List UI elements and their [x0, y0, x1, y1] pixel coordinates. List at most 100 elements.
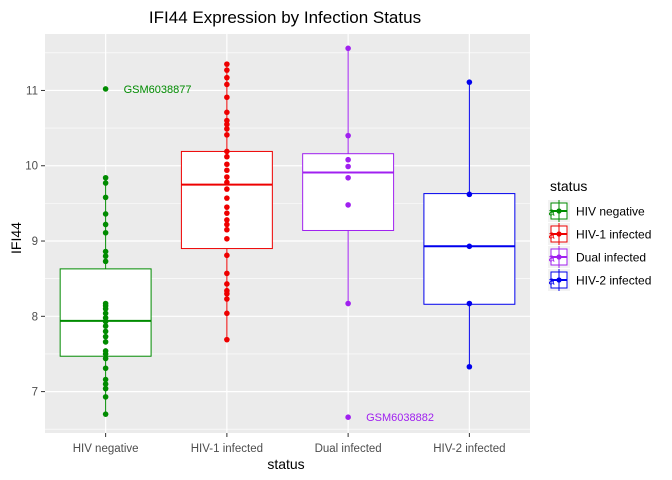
data-point [102, 328, 109, 335]
y-tick-label: 9 [32, 236, 38, 248]
legend-text-glyph: a [549, 230, 556, 242]
data-point [345, 45, 351, 52]
data-point [102, 229, 109, 236]
data-point [102, 333, 109, 340]
data-point [224, 210, 230, 216]
data-point [102, 86, 109, 92]
data-point [102, 180, 109, 186]
data-point [224, 281, 230, 287]
x-tick-label: HIV negative [73, 443, 139, 455]
x-tick-label: HIV-1 infected [191, 443, 263, 455]
data-point [224, 132, 230, 138]
y-tick-label: 10 [25, 161, 38, 173]
point-annotation: GSM6038882 [366, 412, 434, 424]
x-axis-title: status [267, 456, 304, 472]
data-point [102, 221, 109, 228]
data-point [102, 253, 109, 259]
data-point [224, 67, 230, 73]
data-point [102, 365, 109, 372]
data-point [224, 336, 230, 343]
data-point [224, 61, 230, 67]
data-point [102, 411, 109, 417]
data-point [102, 355, 109, 362]
data-point [102, 385, 109, 392]
data-point [224, 74, 230, 81]
data-point [466, 300, 473, 307]
legend-item: a HIV-1 infected [548, 223, 651, 245]
legend-point [556, 208, 562, 214]
legend-item: a HIV negative [548, 200, 645, 222]
legend: status a HIV negative a HIV-1 infected a Dual … [548, 178, 651, 291]
x-tick-label: Dual infected [315, 443, 382, 455]
data-point [224, 217, 230, 223]
data-point [224, 161, 230, 168]
data-point [224, 94, 230, 101]
legend-label: Dual infected [576, 251, 646, 265]
chart-title: IFI44 Expression by Infection Status [149, 8, 421, 27]
y-tick-label: 7 [32, 387, 38, 399]
data-point [224, 153, 230, 160]
data-point [224, 148, 230, 155]
data-point [345, 202, 351, 208]
data-point [224, 296, 230, 302]
data-point [224, 117, 230, 124]
plot-marks: GSM6038877 GSM6038882 [59, 45, 516, 424]
data-point [102, 376, 109, 383]
series-dual-infected [302, 45, 395, 420]
data-point [345, 414, 351, 420]
data-point [224, 186, 230, 192]
legend-point [556, 277, 562, 283]
legend-label: HIV negative [576, 205, 645, 219]
y-tick-label: 11 [26, 85, 38, 97]
data-point [345, 300, 351, 307]
data-point [224, 81, 230, 88]
data-point [102, 315, 109, 321]
data-point [102, 348, 109, 354]
data-point [224, 126, 230, 132]
data-point [224, 221, 230, 228]
data-point [102, 258, 109, 265]
legend-label: HIV-2 infected [576, 274, 651, 288]
data-point [466, 79, 473, 85]
data-point [102, 323, 109, 329]
legend-title: status [550, 178, 587, 194]
legend-text-glyph: a [549, 207, 556, 219]
data-point [102, 194, 109, 201]
data-point [102, 381, 109, 387]
data-point [224, 174, 230, 180]
data-point [224, 287, 230, 294]
data-point [466, 363, 473, 370]
data-point [224, 310, 230, 317]
data-point [345, 132, 351, 139]
data-point [224, 270, 230, 277]
x-tick-label: HIV-2 infected [433, 443, 505, 455]
legend-item: a Dual infected [548, 246, 646, 268]
data-point [345, 163, 351, 170]
data-point [224, 235, 230, 242]
series-hiv-2-infected [423, 79, 516, 370]
data-point [224, 204, 230, 210]
y-tick-label: 8 [32, 311, 38, 323]
legend-text-glyph: a [549, 276, 556, 288]
data-point [345, 156, 351, 163]
data-point [224, 179, 230, 186]
data-point [224, 226, 230, 233]
data-point [345, 174, 351, 181]
data-point [224, 195, 230, 201]
legend-point [556, 231, 562, 237]
data-point [466, 243, 473, 250]
legend-point [556, 254, 562, 260]
series-hiv-negative [59, 86, 152, 417]
data-point [102, 174, 109, 181]
data-point [224, 109, 230, 116]
legend-item: a HIV-2 infected [548, 269, 651, 291]
data-point [102, 300, 109, 307]
legend-label: HIV-1 infected [576, 228, 651, 242]
data-point [224, 252, 230, 259]
data-point [102, 394, 109, 400]
data-point [102, 310, 109, 317]
data-point [224, 167, 230, 174]
data-point [102, 211, 109, 217]
data-point [102, 339, 109, 345]
